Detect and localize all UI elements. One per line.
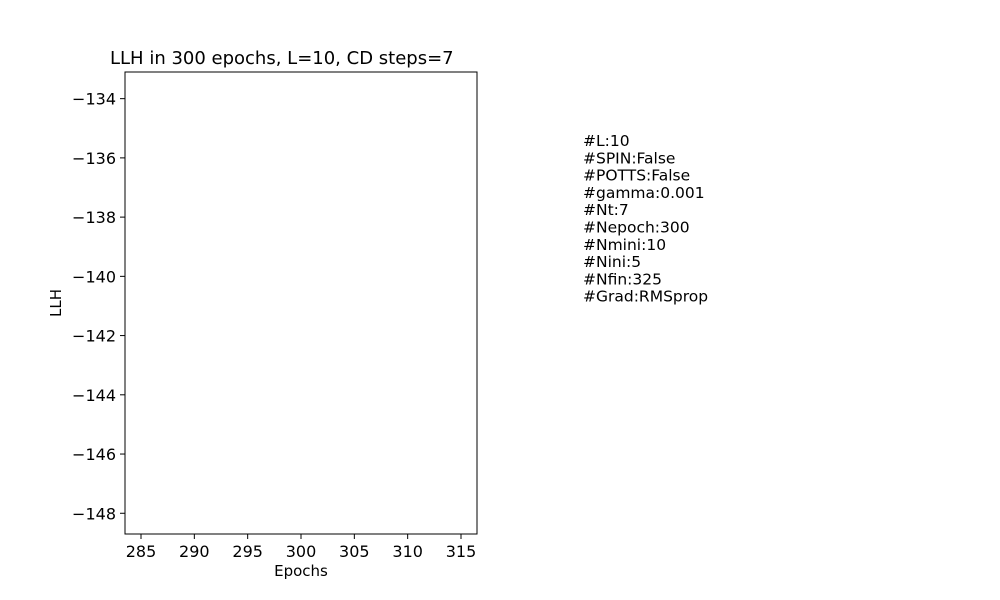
y-axis: −134 −136 −138 −140 −142 −144 −146 −148	[72, 90, 125, 523]
plot-frame	[124, 71, 478, 535]
info-line: #Nfin:325	[583, 270, 662, 288]
y-tick-label: −146	[72, 445, 116, 464]
info-line: #Nt:7	[583, 201, 629, 219]
x-axis-label: Epochs	[274, 562, 328, 580]
info-line: #Nmini:10	[583, 236, 666, 254]
y-tick-label: −148	[72, 504, 116, 523]
x-tick-label: 295	[232, 542, 263, 561]
y-tick-label: −140	[72, 267, 116, 286]
info-line: #Nini:5	[583, 253, 641, 271]
info-line: #POTTS:False	[583, 167, 690, 185]
info-line: #gamma:0.001	[583, 184, 705, 202]
x-tick-label: 290	[179, 542, 210, 561]
chart-title: LLH in 300 epochs, L=10, CD steps=7	[110, 48, 454, 69]
x-axis: 285 290 295 300 305 310 315	[126, 534, 477, 561]
x-tick-label: 285	[126, 542, 157, 561]
info-line: #L:10	[583, 132, 630, 150]
parameter-info-block: #L:10#SPIN:False#POTTS:False#gamma:0.001…	[583, 132, 708, 306]
y-tick-label: −142	[72, 327, 116, 346]
y-tick-label: −144	[72, 386, 116, 405]
info-line: #Grad:RMSprop	[583, 288, 708, 306]
x-tick-label: 300	[286, 542, 317, 561]
info-line: #SPIN:False	[583, 149, 675, 167]
x-tick-label: 315	[446, 542, 477, 561]
info-line: #Nepoch:300	[583, 219, 690, 237]
y-tick-label: −138	[72, 208, 116, 227]
y-axis-label: LLH	[47, 289, 65, 317]
x-tick-label: 305	[339, 542, 370, 561]
y-tick-label: −136	[72, 149, 116, 168]
x-tick-label: 310	[392, 542, 423, 561]
y-tick-label: −134	[72, 90, 116, 109]
